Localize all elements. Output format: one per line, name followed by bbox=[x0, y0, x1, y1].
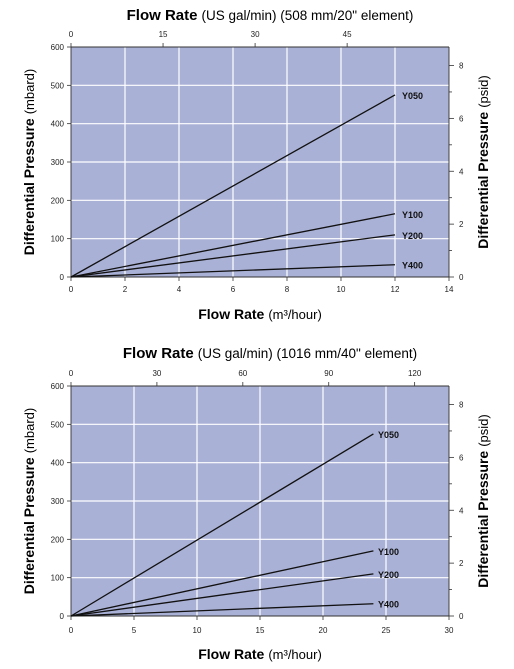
series-label-y400: Y400 bbox=[402, 261, 423, 271]
top-axis-title: Flow Rate (US gal/min) (1016 mm/40" eleme… bbox=[123, 345, 417, 362]
top-axis-title-rest: (US gal/min) (1016 mm/40" element) bbox=[198, 346, 417, 361]
x-axis-title-rest: (m³/hour) bbox=[268, 307, 321, 322]
y-tick-label: 200 bbox=[51, 535, 65, 544]
series-label-y100: Y100 bbox=[378, 547, 399, 557]
x-axis-title-bold: Flow Rate bbox=[198, 306, 264, 322]
y-tick-label: 300 bbox=[51, 158, 65, 167]
chart-2: 0 5 10 15 20 25 300 30 60 90 120010020030040050060… bbox=[21, 345, 491, 662]
series-label-y200: Y200 bbox=[378, 570, 399, 580]
y-tick-label: 400 bbox=[51, 120, 65, 129]
y-right-axis-title: Differential Pressure (psid) bbox=[475, 75, 491, 248]
top-axis-title-bold: Flow Rate bbox=[127, 7, 198, 24]
x-tick-label: 0 bbox=[69, 626, 74, 635]
y-right-axis-title: Differential Pressure (psid) bbox=[475, 414, 491, 587]
y-tick-label: 0 bbox=[60, 612, 65, 621]
y-tick-label: 100 bbox=[51, 235, 65, 244]
y-left-axis-title: Differential Pressure (mbard) bbox=[21, 69, 37, 255]
right-tick-label: 8 bbox=[459, 62, 464, 71]
right-tick-label: 4 bbox=[459, 506, 464, 515]
top-tick-label: 90 bbox=[324, 369, 333, 378]
series-label-y100: Y100 bbox=[402, 210, 423, 220]
right-tick-label: 6 bbox=[459, 114, 464, 123]
x-tick-label: 8 bbox=[285, 285, 290, 294]
top-tick-label: 0 bbox=[69, 30, 74, 39]
top-axis-title-rest: (US gal/min) (508 mm/20" element) bbox=[201, 8, 413, 23]
x-tick-label: 10 bbox=[337, 285, 346, 294]
y-tick-label: 200 bbox=[51, 196, 65, 205]
y-left-title-bold: Differential Pressure bbox=[21, 457, 37, 594]
y-right-title-rest: (psid) bbox=[476, 414, 491, 447]
y-left-title-rest: (mbard) bbox=[22, 408, 37, 454]
series-line-y100 bbox=[70, 213, 396, 278]
x-tick-label: 15 bbox=[256, 626, 265, 635]
x-tick-label: 0 bbox=[69, 285, 74, 294]
right-tick-label: 0 bbox=[459, 612, 464, 621]
x-axis-title-rest: (m³/hour) bbox=[268, 647, 321, 662]
top-tick-label: 45 bbox=[343, 30, 352, 39]
x-tick-label: 30 bbox=[445, 626, 454, 635]
x-tick-label: 12 bbox=[391, 285, 400, 294]
top-tick-label: 30 bbox=[251, 30, 260, 39]
y-left-axis-title: Differential Pressure (mbard) bbox=[21, 408, 37, 594]
top-tick-label: 120 bbox=[408, 369, 422, 378]
x-tick-label: 14 bbox=[445, 285, 454, 294]
top-tick-label: 0 bbox=[69, 369, 74, 378]
y-tick-label: 500 bbox=[51, 420, 65, 429]
top-tick-label: 30 bbox=[152, 369, 161, 378]
top-tick-label: 60 bbox=[238, 369, 247, 378]
series-label-y200: Y200 bbox=[402, 231, 423, 241]
right-tick-label: 6 bbox=[459, 453, 464, 462]
y-right-title-bold: Differential Pressure bbox=[475, 112, 491, 249]
x-tick-label: 20 bbox=[319, 626, 328, 635]
series-label-y050: Y050 bbox=[378, 430, 399, 440]
x-tick-label: 10 bbox=[193, 626, 202, 635]
series-line-y400 bbox=[70, 603, 374, 617]
right-tick-label: 0 bbox=[459, 273, 464, 282]
x-tick-label: 5 bbox=[132, 626, 137, 635]
series-line-y050 bbox=[70, 94, 396, 278]
y-right-title-bold: Differential Pressure bbox=[475, 451, 491, 588]
right-tick-label: 8 bbox=[459, 401, 464, 410]
series-label-y400: Y400 bbox=[378, 600, 399, 610]
series-line-y100 bbox=[70, 550, 374, 617]
right-tick-label: 4 bbox=[459, 167, 464, 176]
x-tick-label: 25 bbox=[382, 626, 391, 635]
series-line-y050 bbox=[70, 433, 374, 617]
top-tick-label: 15 bbox=[159, 30, 168, 39]
y-left-title-rest: (mbard) bbox=[22, 69, 37, 115]
series-line-y400 bbox=[70, 264, 396, 278]
top-axis-title-bold: Flow Rate bbox=[123, 345, 194, 362]
y-tick-label: 400 bbox=[51, 459, 65, 468]
x-tick-label: 6 bbox=[231, 285, 236, 294]
top-axis-title: Flow Rate (US gal/min) (508 mm/20" elemen… bbox=[127, 7, 414, 24]
right-tick-label: 2 bbox=[459, 220, 464, 229]
series-label-y050: Y050 bbox=[402, 91, 423, 101]
y-tick-label: 500 bbox=[51, 81, 65, 90]
x-axis-title-bold: Flow Rate bbox=[198, 646, 264, 662]
y-right-title-rest: (psid) bbox=[476, 75, 491, 108]
y-tick-label: 0 bbox=[60, 273, 65, 282]
series-line-y200 bbox=[70, 573, 374, 617]
x-axis-title: Flow Rate (m³/hour) bbox=[198, 646, 322, 662]
chart-1: 0 2 4 6 8 10 12 14 0 15 30 45 0 100 200 300 400 500 600 0 2 4… bbox=[21, 7, 491, 322]
y-tick-label: 600 bbox=[51, 43, 65, 52]
x-tick-label: 4 bbox=[177, 285, 182, 294]
series-line-y200 bbox=[70, 234, 396, 278]
x-axis-title: Flow Rate (m³/hour) bbox=[198, 306, 322, 322]
x-tick-label: 2 bbox=[123, 285, 128, 294]
right-tick-label: 2 bbox=[459, 559, 464, 568]
y-tick-label: 300 bbox=[51, 497, 65, 506]
y-left-title-bold: Differential Pressure bbox=[21, 118, 37, 255]
y-tick-label: 600 bbox=[51, 382, 65, 391]
y-tick-label: 100 bbox=[51, 574, 65, 583]
